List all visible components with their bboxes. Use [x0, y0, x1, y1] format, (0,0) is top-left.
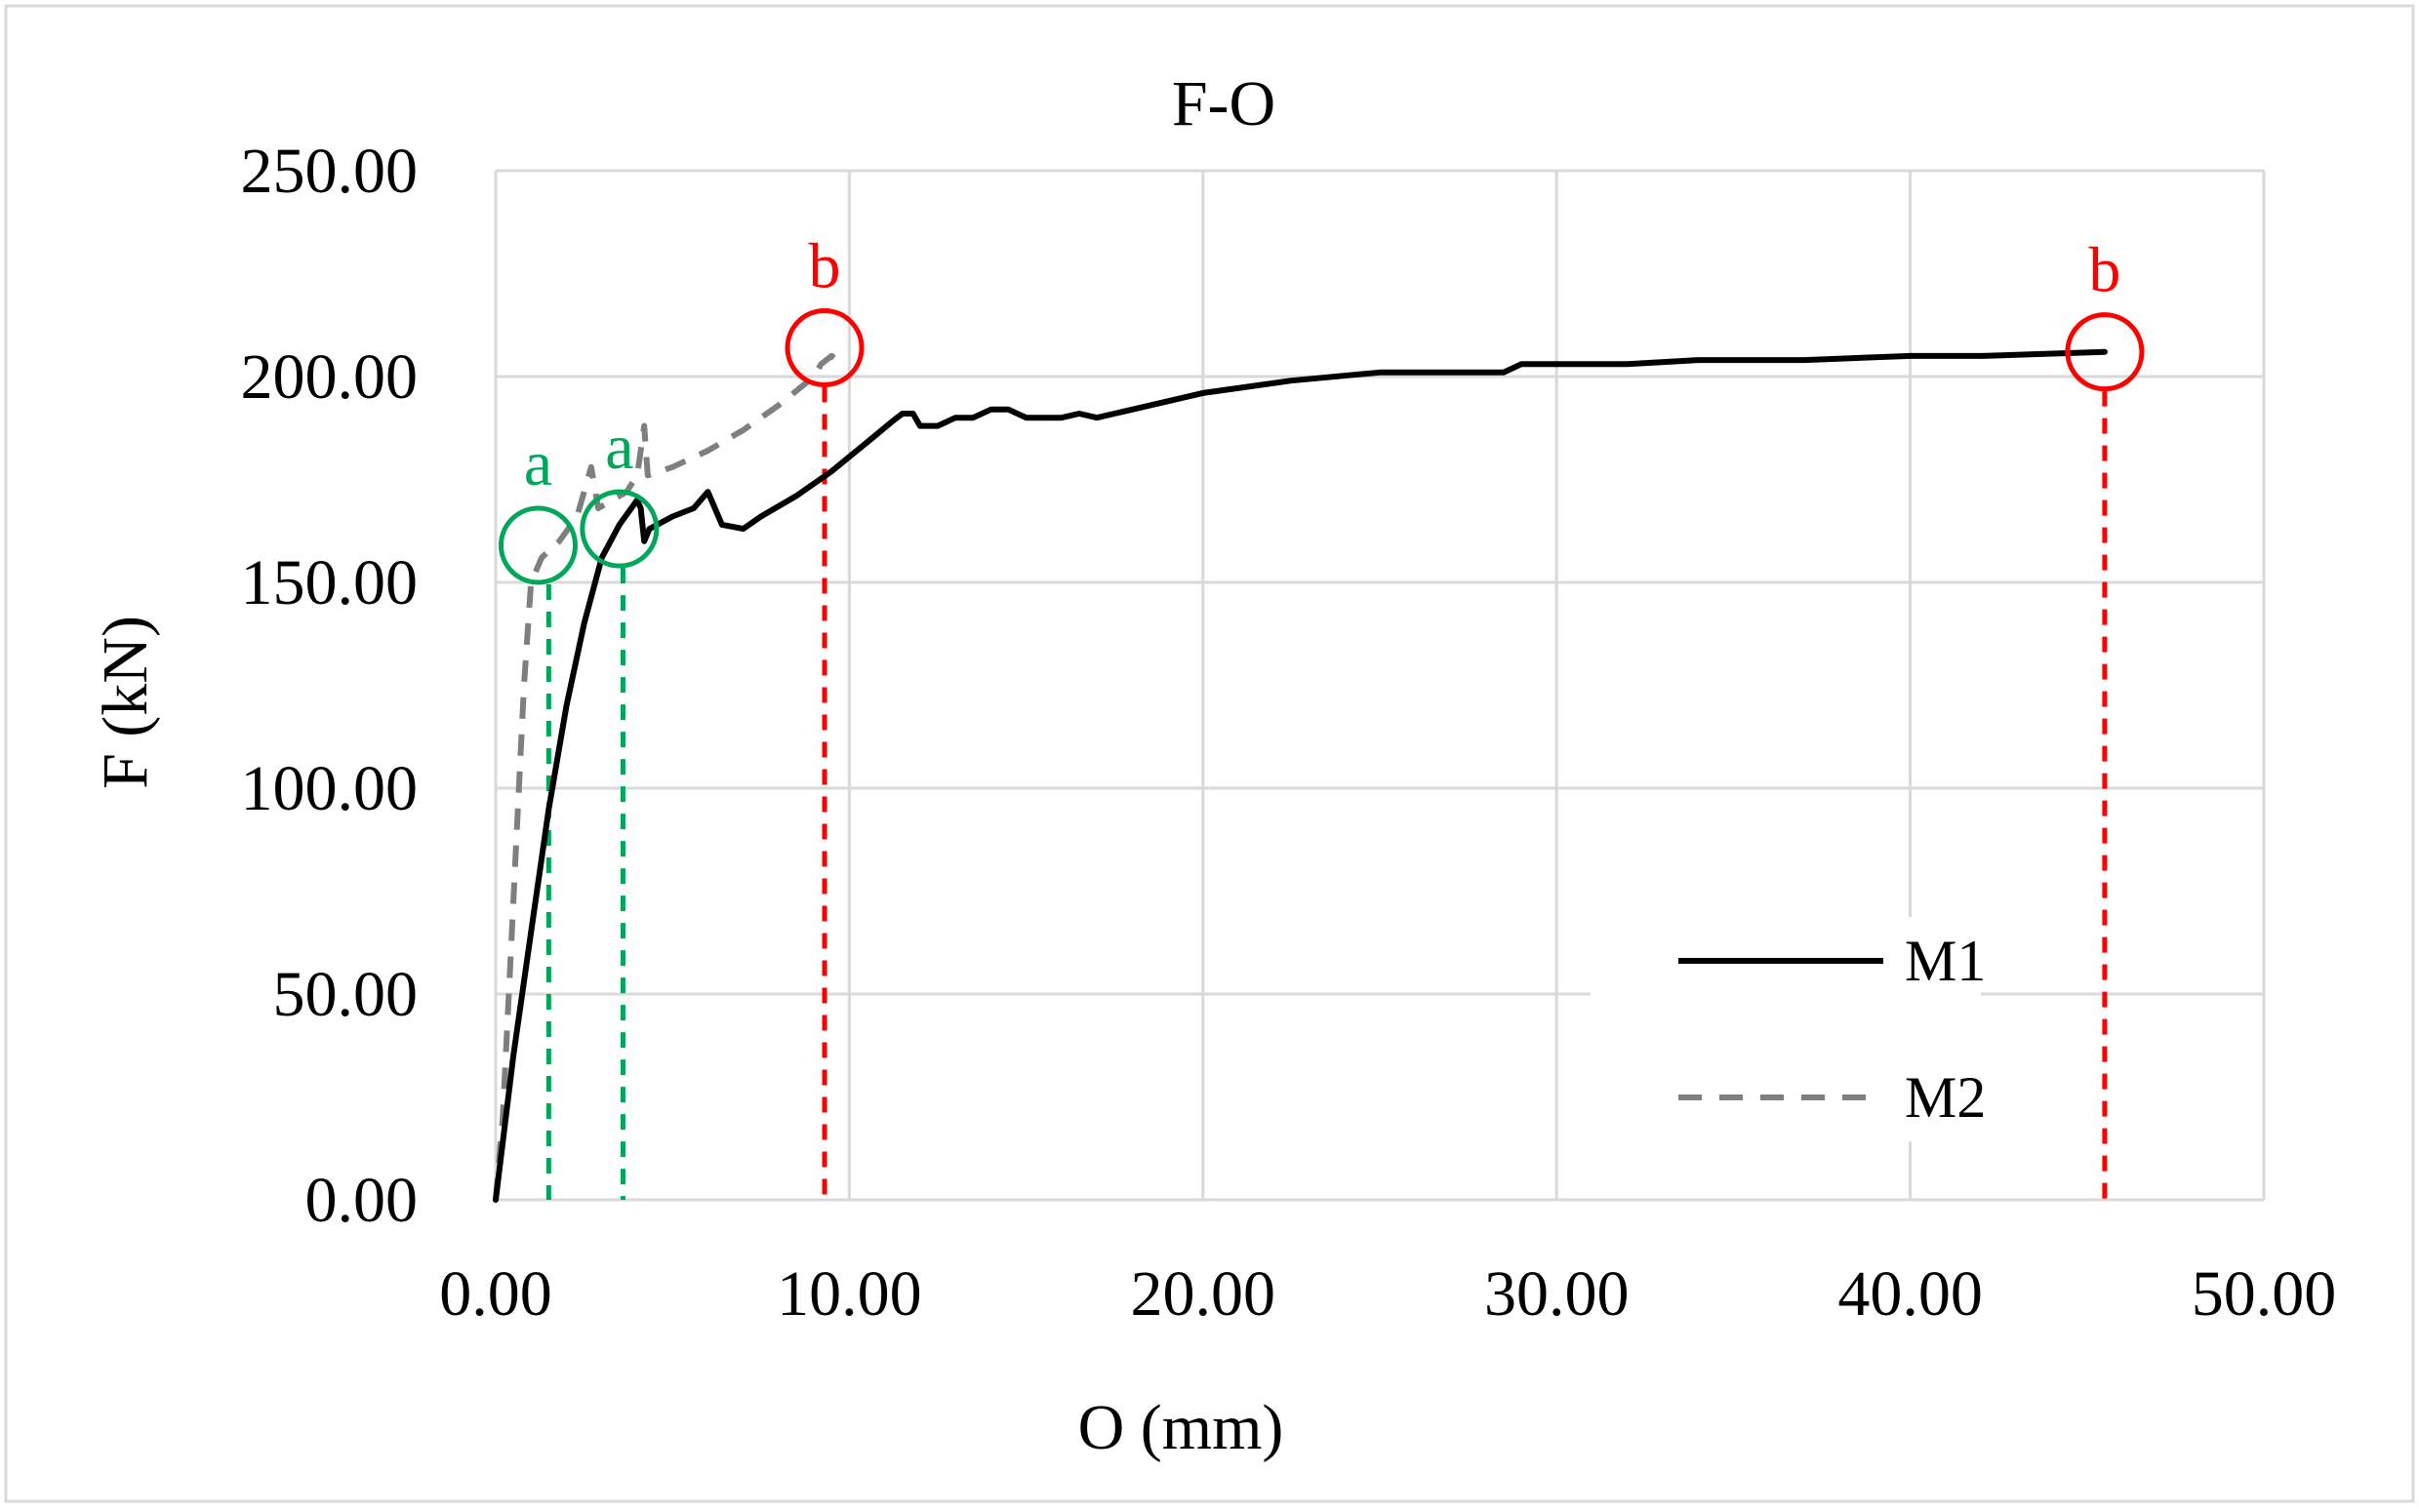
x-tick-label: 0.00: [439, 1258, 552, 1330]
y-axis-label: F (kN): [90, 616, 161, 789]
series-line-m1: [493, 348, 2108, 1203]
x-axis-label: O (mm): [1078, 1392, 1284, 1463]
annotation-circle: [785, 307, 865, 387]
y-tick-label: 0.00: [305, 1165, 419, 1236]
x-tick-label: 10.00: [777, 1258, 922, 1330]
series-line-m2: [493, 352, 845, 1201]
annotation-markers: a a b b: [498, 230, 2145, 585]
series-layer: [493, 348, 2108, 1203]
annotation-label: b: [809, 230, 841, 301]
y-tick-label: 200.00: [241, 341, 419, 413]
annotation-label: a: [524, 428, 552, 499]
legend-label-m2: M2: [1905, 1065, 1986, 1130]
x-tick-label: 30.00: [1484, 1258, 1630, 1330]
tick-labels: 0.00 10.00 20.00 30.00 40.00 50.00 0.00 50.00 10…: [241, 136, 2337, 1330]
legend-background: [1591, 917, 1981, 1141]
annotation-circle: [580, 489, 660, 569]
x-tick-label: 40.00: [1837, 1258, 1983, 1330]
annotation-circle: [498, 505, 578, 585]
annotation-label: a: [605, 412, 633, 483]
y-tick-label: 100.00: [241, 753, 419, 824]
annotation-label: b: [2088, 235, 2120, 306]
grid-layer: [494, 169, 2266, 1202]
y-tick-label: 250.00: [241, 136, 419, 207]
annotation-drop-lines: [545, 386, 2108, 1200]
chart-frame: [4, 4, 2415, 1503]
annotation-circle: [2065, 312, 2145, 392]
legend-label-m1: M1: [1905, 929, 1986, 993]
y-tick-label: 50.00: [273, 959, 419, 1030]
chart-title: F-O: [1172, 68, 1275, 139]
y-tick-label: 150.00: [241, 547, 419, 618]
x-tick-label: 20.00: [1131, 1258, 1276, 1330]
legend: M1 M2: [1591, 917, 1986, 1141]
x-tick-label: 50.00: [2192, 1258, 2337, 1330]
